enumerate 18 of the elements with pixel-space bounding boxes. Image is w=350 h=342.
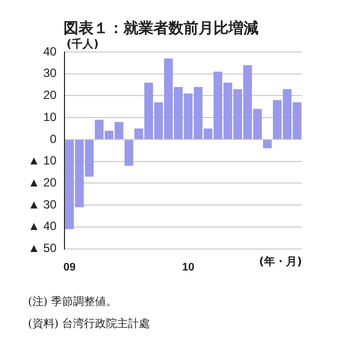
y-tick-label: ▲ 40 <box>28 219 57 234</box>
y-tick-label: 0 <box>50 132 57 146</box>
bar <box>124 140 134 166</box>
bar <box>263 140 272 148</box>
text: (資料) 台湾行政院主計處 <box>28 316 150 332</box>
chart-title: 図表１：就業者数前月比増減 <box>64 18 258 37</box>
y-tick-label: 40 <box>43 44 57 58</box>
y-tick-label: ▲ 20 <box>28 176 57 190</box>
y-tick-label: 20 <box>43 88 57 102</box>
x-tick-label: 09 <box>63 261 76 274</box>
y-axis-title: (千人) <box>66 37 99 50</box>
text: (注) 季節調整値。 <box>28 294 118 310</box>
y-tick-label: 30 <box>43 66 57 80</box>
y-tick-label: 10 <box>43 110 57 124</box>
y-tick-label: ▲ 30 <box>28 197 57 212</box>
x-axis-title: (年・月) <box>258 255 302 268</box>
y-tick-label: ▲ 10 <box>28 154 57 168</box>
y-tick-label: ▲ 50 <box>28 241 57 256</box>
